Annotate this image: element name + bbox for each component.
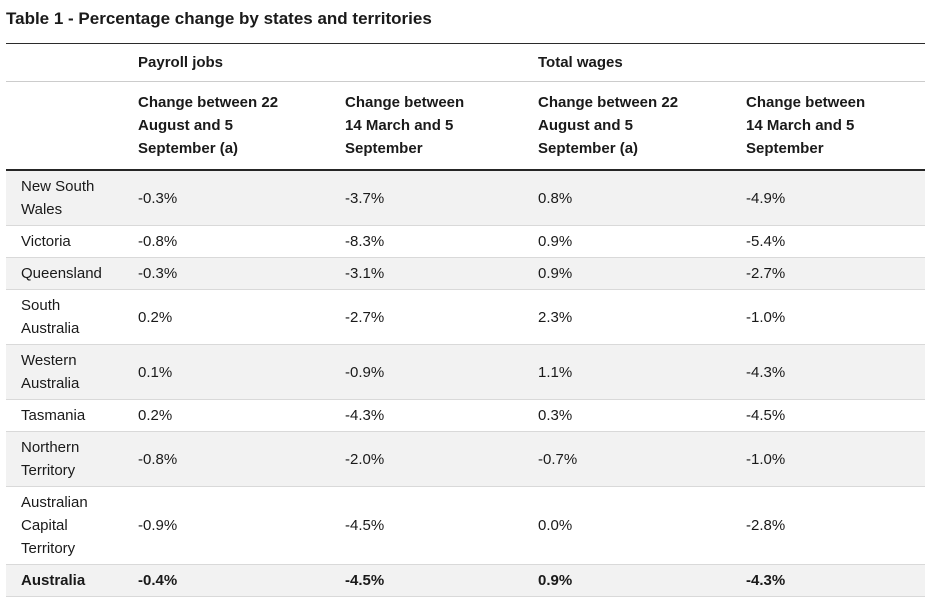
- cell-payroll-aug-sep: -0.8%: [138, 450, 178, 468]
- column-header-wages-mar-sep: Change between 14 March and 5 September: [736, 81, 925, 171]
- cell-payroll-aug-sep: -0.3%: [138, 189, 178, 207]
- table-row-south-australia: South Australia 0.2% -2.7% 2.3% -1.0%: [6, 290, 925, 345]
- cell-wages-aug-sep: 0.8%: [538, 189, 573, 207]
- cell-wages-aug-sep: -0.7%: [538, 450, 578, 468]
- table-row-australia-total: Australia -0.4% -4.5% 0.9% -4.3%: [6, 564, 925, 597]
- cell-wages-mar-sep: -1.0%: [746, 308, 786, 326]
- row-header: Victoria: [21, 233, 71, 250]
- column-header-row: Change between 22 August and 5 September…: [6, 81, 925, 171]
- group-header-empty: [6, 43, 128, 82]
- column-header-payroll-mar-sep: Change between 14 March and 5 September: [335, 81, 528, 171]
- table-body: New South Wales -0.3% -3.7% 0.8% -4.9% V…: [6, 170, 925, 597]
- cell-wages-aug-sep: 0.3%: [538, 407, 573, 424]
- cell-payroll-mar-sep: -3.7%: [345, 189, 385, 207]
- cell-wages-mar-sep: -2.7%: [746, 265, 786, 282]
- table-row-new-south-wales: New South Wales -0.3% -3.7% 0.8% -4.9%: [6, 170, 925, 226]
- cell-wages-mar-sep: -5.4%: [746, 233, 786, 250]
- group-header-payroll-jobs: Payroll jobs: [128, 43, 528, 82]
- cell-wages-aug-sep: 0.9%: [538, 265, 573, 282]
- group-header-total-wages: Total wages: [528, 43, 925, 82]
- row-header: Tasmania: [21, 407, 86, 424]
- cell-payroll-mar-sep: -8.3%: [345, 233, 385, 250]
- cell-payroll-mar-sep: -4.5%: [345, 572, 385, 589]
- cell-wages-aug-sep: 0.9%: [538, 572, 573, 589]
- cell-wages-mar-sep: -4.5%: [746, 407, 786, 424]
- column-header-wages-aug-sep: Change between 22 August and 5 September…: [528, 81, 736, 171]
- table-title: Table 1 - Percentage change by states an…: [6, 9, 432, 28]
- row-header: South Australia: [21, 297, 80, 337]
- table-head: Payroll jobs Total wages Change between …: [6, 43, 925, 171]
- cell-wages-aug-sep: 0.0%: [538, 517, 573, 534]
- table-row-northern-territory: Northern Territory -0.8% -2.0% -0.7% -1.…: [6, 431, 925, 487]
- cell-wages-mar-sep: -1.0%: [746, 450, 786, 468]
- table-row-western-australia: Western Australia 0.1% -0.9% 1.1% -4.3%: [6, 344, 925, 400]
- cell-payroll-aug-sep: -0.4%: [138, 572, 178, 589]
- cell-payroll-aug-sep: 0.1%: [138, 363, 173, 381]
- table-row-victoria: Victoria -0.8% -8.3% 0.9% -5.4%: [6, 226, 925, 258]
- cell-payroll-mar-sep: -3.1%: [345, 265, 385, 282]
- row-header: New South Wales: [21, 178, 95, 218]
- cell-payroll-aug-sep: 0.2%: [138, 407, 173, 424]
- cell-payroll-aug-sep: -0.3%: [138, 265, 178, 282]
- cell-payroll-mar-sep: -2.0%: [345, 450, 385, 468]
- cell-payroll-mar-sep: -2.7%: [345, 308, 385, 326]
- cell-wages-aug-sep: 0.9%: [538, 233, 573, 250]
- column-header-payroll-aug-sep: Change between 22 August and 5 September…: [128, 81, 335, 171]
- table-row-tasmania: Tasmania 0.2% -4.3% 0.3% -4.5%: [6, 400, 925, 432]
- table-row-queensland: Queensland -0.3% -3.1% 0.9% -2.7%: [6, 257, 925, 290]
- states-territories-table: Payroll jobs Total wages Change between …: [6, 43, 925, 597]
- row-header: Queensland: [21, 265, 102, 282]
- cell-payroll-mar-sep: -4.5%: [345, 517, 385, 534]
- cell-payroll-mar-sep: -4.3%: [345, 407, 385, 424]
- cell-payroll-aug-sep: -0.8%: [138, 233, 178, 250]
- row-header: Australian Capital Territory: [21, 494, 88, 557]
- cell-wages-mar-sep: -4.3%: [746, 572, 786, 589]
- cell-wages-mar-sep: -2.8%: [746, 517, 786, 534]
- column-header-empty: [6, 81, 128, 171]
- table-row-australian-capital-territory: Australian Capital Territory -0.9% -4.5%…: [6, 487, 925, 565]
- cell-wages-aug-sep: 2.3%: [538, 308, 573, 326]
- cell-wages-aug-sep: 1.1%: [538, 363, 573, 381]
- group-header-row: Payroll jobs Total wages: [6, 43, 925, 82]
- cell-wages-mar-sep: -4.3%: [746, 363, 786, 381]
- cell-payroll-aug-sep: 0.2%: [138, 308, 173, 326]
- cell-payroll-aug-sep: -0.9%: [138, 517, 178, 534]
- cell-payroll-mar-sep: -0.9%: [345, 363, 385, 381]
- row-header: Western Australia: [21, 352, 80, 392]
- row-header: Northern Territory: [21, 439, 80, 479]
- cell-wages-mar-sep: -4.9%: [746, 189, 786, 207]
- row-header: Australia: [21, 572, 86, 589]
